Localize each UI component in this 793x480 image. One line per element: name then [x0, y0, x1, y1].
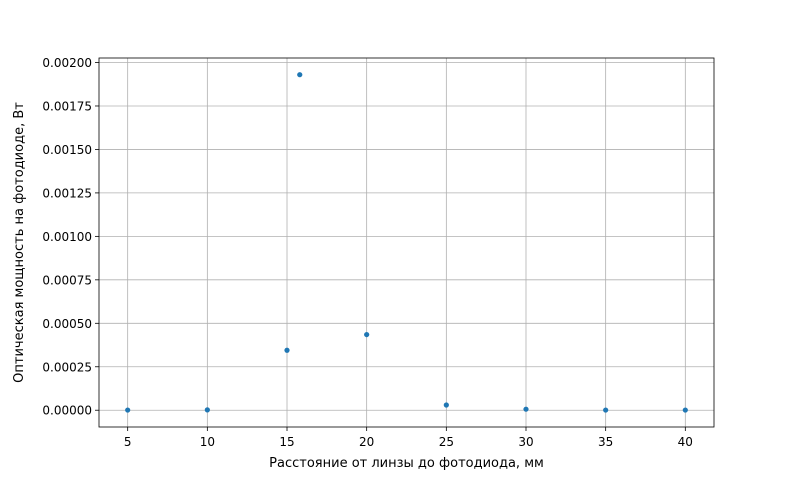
- x-tick-label: 25: [439, 435, 454, 449]
- y-tick-label: 0.00150: [42, 143, 92, 157]
- x-axis-label: Расстояние от линзы до фотодиода, мм: [269, 456, 544, 471]
- x-axis-ticks: 5 10 15 20 25 30 35 40: [124, 427, 693, 449]
- data-point: [297, 72, 303, 78]
- y-tick-label: 0.00000: [42, 404, 92, 418]
- y-axis-ticks: 0.00000 0.00025 0.00050 0.00075 0.00100 0.001…: [42, 56, 99, 418]
- y-tick-label: 0.00075: [42, 273, 92, 287]
- data-point: [204, 407, 210, 413]
- x-tick-label: 30: [518, 435, 533, 449]
- y-tick-label: 0.00125: [42, 186, 92, 200]
- data-point: [125, 407, 131, 413]
- data-point: [443, 402, 449, 408]
- x-tick-label: 40: [678, 435, 693, 449]
- data-point: [364, 331, 370, 338]
- grid: [99, 58, 714, 427]
- y-tick-label: 0.00200: [42, 56, 92, 70]
- x-tick-label: 10: [200, 435, 215, 449]
- x-tick-label: 35: [598, 435, 613, 449]
- y-tick-label: 0.00025: [42, 360, 92, 374]
- x-tick-label: 5: [124, 435, 132, 449]
- plot-frame: [98, 57, 715, 428]
- data-point: [284, 347, 290, 353]
- x-tick-label: 15: [279, 435, 294, 449]
- y-axis-label: Оптическая мощность на фотодиоде, Вт: [12, 102, 27, 383]
- y-tick-label: 0.00175: [42, 99, 92, 113]
- y-tick-label: 0.00100: [42, 230, 92, 244]
- x-tick-label: 20: [359, 435, 374, 449]
- data-point: [682, 407, 688, 413]
- data-point: [603, 407, 609, 413]
- y-tick-label: 0.00050: [42, 317, 92, 331]
- data-points: [125, 72, 688, 413]
- data-point: [523, 406, 529, 412]
